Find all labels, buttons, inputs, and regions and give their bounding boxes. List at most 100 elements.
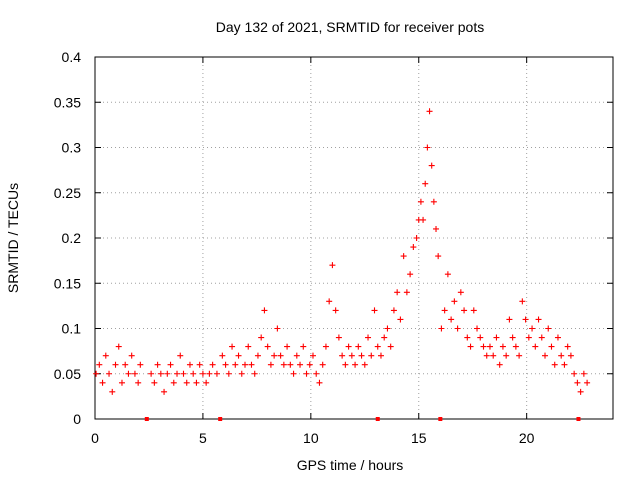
- data-point: [322, 343, 329, 350]
- y-tick-label: 0.25: [54, 185, 81, 201]
- data-point: [118, 379, 125, 386]
- data-point: [203, 379, 210, 386]
- data-point: [99, 379, 106, 386]
- data-point: [102, 352, 109, 359]
- data-point: [548, 343, 555, 350]
- data-point: [397, 316, 404, 323]
- data-point: [93, 370, 100, 377]
- data-point: [430, 198, 437, 205]
- data-point: [496, 361, 503, 368]
- data-point: [433, 225, 440, 232]
- data-point: [407, 271, 414, 278]
- data-point: [112, 361, 119, 368]
- x-tick-label: 15: [411, 430, 427, 446]
- data-point: [361, 361, 368, 368]
- data-point: [258, 334, 265, 341]
- data-point: [377, 352, 384, 359]
- data-point: [128, 352, 135, 359]
- data-point: [290, 370, 297, 377]
- data-point: [558, 352, 565, 359]
- zero-data-point: [144, 417, 149, 421]
- data-point: [480, 343, 487, 350]
- data-point: [580, 370, 587, 377]
- data-point: [135, 379, 142, 386]
- data-point: [342, 361, 349, 368]
- data-point: [254, 352, 261, 359]
- x-tick-label: 20: [519, 430, 535, 446]
- data-point: [493, 334, 500, 341]
- data-point: [506, 316, 513, 323]
- data-point: [444, 271, 451, 278]
- data-point: [167, 361, 174, 368]
- data-point: [516, 352, 523, 359]
- y-tick-label: 0.35: [54, 94, 81, 110]
- data-point: [461, 307, 468, 314]
- data-point: [137, 361, 144, 368]
- data-point: [545, 325, 552, 332]
- data-point: [352, 361, 359, 368]
- data-point: [413, 235, 420, 241]
- data-point: [410, 244, 417, 251]
- data-point: [512, 343, 519, 350]
- y-tick-labels: 0 0.05 0.1 0.15 0.2 0.25 0.3 0.35 0.4: [54, 49, 81, 427]
- data-point: [332, 307, 339, 314]
- y-tick-label: 0.15: [54, 275, 81, 291]
- data-point: [170, 379, 177, 386]
- data-point: [470, 307, 477, 314]
- data-point: [232, 361, 239, 368]
- data-point: [300, 343, 307, 350]
- data-point: [345, 343, 352, 350]
- data-point: [280, 361, 287, 368]
- data-point: [554, 334, 561, 341]
- data-point: [190, 370, 197, 377]
- data-point: [164, 370, 171, 377]
- data-point: [542, 352, 549, 359]
- data-point: [225, 370, 232, 377]
- data-point: [486, 343, 493, 350]
- data-point: [561, 361, 568, 368]
- data-point: [457, 289, 464, 296]
- data-point: [242, 361, 249, 368]
- x-tick-label: 10: [303, 430, 319, 446]
- data-point: [161, 388, 168, 395]
- data-point: [151, 379, 158, 386]
- chart-title: Day 132 of 2021, SRMTID for receiver pot…: [216, 19, 484, 35]
- data-point: [503, 352, 510, 359]
- data-point: [374, 343, 381, 350]
- data-point: [529, 325, 536, 332]
- data-point: [474, 325, 481, 332]
- tick-layer: [94, 56, 613, 420]
- data-point: [348, 352, 355, 359]
- data-point: [174, 370, 181, 377]
- x-tick-labels: 0 5 10 15 20: [91, 430, 535, 446]
- data-point: [477, 334, 484, 341]
- zero-data-point: [375, 417, 380, 421]
- data-point: [358, 352, 365, 359]
- points-layer: [93, 108, 591, 395]
- data-point: [428, 162, 435, 169]
- data-point: [125, 370, 132, 377]
- data-point: [274, 325, 281, 332]
- data-point: [574, 379, 581, 386]
- data-point: [567, 352, 574, 359]
- y-axis-label: SRMTID / TECUs: [5, 183, 21, 293]
- data-point: [426, 108, 433, 115]
- data-point: [271, 352, 278, 359]
- data-point: [441, 307, 448, 314]
- data-point: [326, 298, 333, 305]
- data-point: [384, 325, 391, 332]
- data-point: [306, 361, 313, 368]
- data-point: [277, 352, 284, 359]
- data-point: [422, 180, 429, 187]
- data-point: [394, 289, 401, 296]
- data-point: [199, 370, 206, 377]
- data-point: [248, 361, 255, 368]
- data-point: [577, 388, 584, 395]
- data-point: [387, 343, 394, 350]
- data-point: [451, 298, 458, 305]
- data-point: [131, 370, 138, 377]
- data-point: [509, 334, 516, 341]
- data-point: [235, 352, 242, 359]
- zero-marker-layer: [144, 417, 581, 421]
